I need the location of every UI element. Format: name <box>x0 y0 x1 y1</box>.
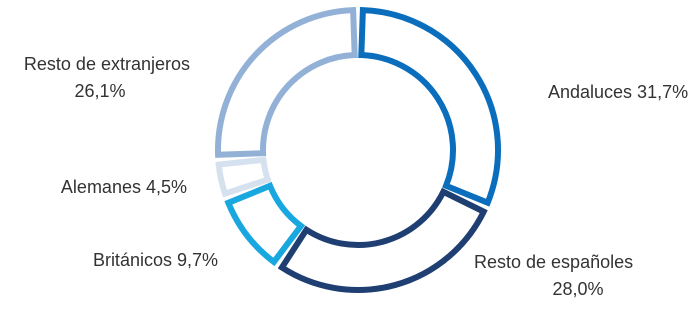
slice-label-4: Alemanes 4,5% <box>61 177 187 197</box>
donut-slice-5 <box>215 6 358 158</box>
slice-label-1: Andaluces 31,7% <box>548 82 688 102</box>
slice-label-2: Resto de españoles <box>474 252 633 272</box>
slice-value-label-2: 28,0% <box>552 279 603 299</box>
slice-value-label-5: 26,1% <box>74 81 125 101</box>
donut-slice-4 <box>215 156 272 198</box>
donut-slice-2 <box>277 187 488 293</box>
donut-slice-3 <box>224 181 306 267</box>
slice-label-5: Resto de extranjeros <box>24 54 190 74</box>
slice-label-3: Británicos 9,7% <box>93 250 218 270</box>
donut-slice-1 <box>358 6 501 207</box>
